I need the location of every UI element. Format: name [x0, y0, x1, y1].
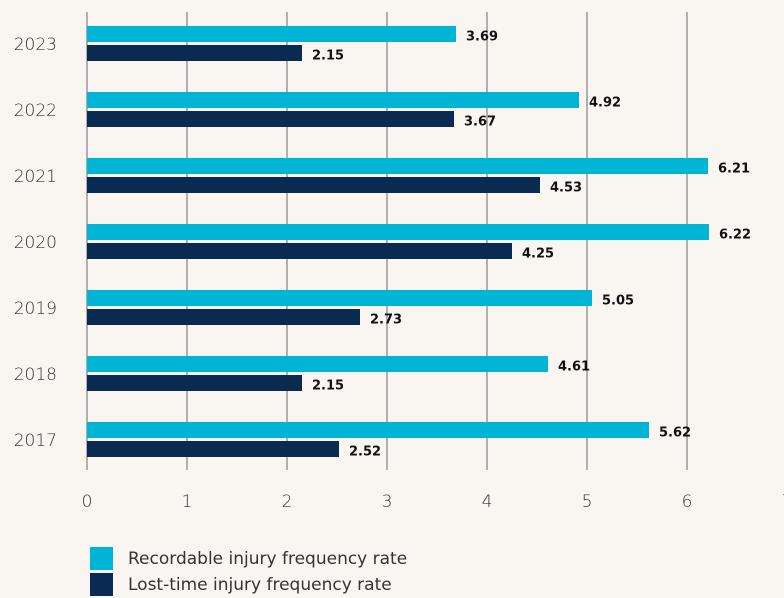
value-label: 3.69: [466, 30, 498, 45]
value-label: 4.25: [522, 247, 554, 262]
x-tick-label: 6: [682, 492, 693, 512]
legend-label: Lost-time injury frequency rate: [128, 575, 392, 595]
x-tick-label: 1: [182, 492, 193, 512]
value-label: 4.53: [550, 181, 582, 196]
bar: [87, 441, 339, 457]
value-label: 4.61: [558, 360, 590, 375]
value-label: 5.62: [659, 426, 691, 441]
y-tick-label: 2020: [14, 233, 57, 253]
bar: [87, 309, 360, 325]
y-tick-label: 2018: [14, 365, 57, 385]
value-label: 2.73: [370, 313, 402, 328]
value-label: 6.21: [718, 162, 750, 177]
value-label: 5.05: [602, 294, 634, 309]
bar: [87, 224, 709, 240]
x-tick-label: 5: [582, 492, 593, 512]
y-tick-label: 2019: [14, 299, 57, 319]
x-tick-label: 7: [782, 492, 784, 512]
legend-swatch: [90, 547, 113, 570]
y-tick-label: 2021: [14, 167, 57, 187]
value-label: 6.22: [719, 228, 751, 243]
legend-swatch: [90, 573, 113, 596]
value-label: 4.92: [589, 96, 621, 111]
y-tick-label: 2017: [14, 431, 57, 451]
bar: [87, 375, 302, 391]
bar: [87, 356, 548, 372]
bar: [87, 158, 708, 174]
x-tick-label: 4: [482, 492, 493, 512]
legend-label: Recordable injury frequency rate: [128, 549, 407, 569]
value-label: 2.52: [349, 445, 381, 460]
bar: [87, 26, 456, 42]
bar: [87, 290, 592, 306]
y-tick-label: 2023: [14, 35, 57, 55]
x-tick-label: 3: [382, 492, 393, 512]
y-tick-label: 2022: [14, 101, 57, 121]
bar: [87, 177, 540, 193]
bar: [87, 243, 512, 259]
x-tick-label: 2: [282, 492, 293, 512]
value-label: 2.15: [312, 49, 344, 64]
bar: [87, 92, 579, 108]
value-label: 2.15: [312, 379, 344, 394]
bar: [87, 422, 649, 438]
bar: [87, 111, 454, 127]
x-tick-label: 0: [82, 492, 93, 512]
bar: [87, 45, 302, 61]
value-label: 3.67: [464, 115, 496, 130]
